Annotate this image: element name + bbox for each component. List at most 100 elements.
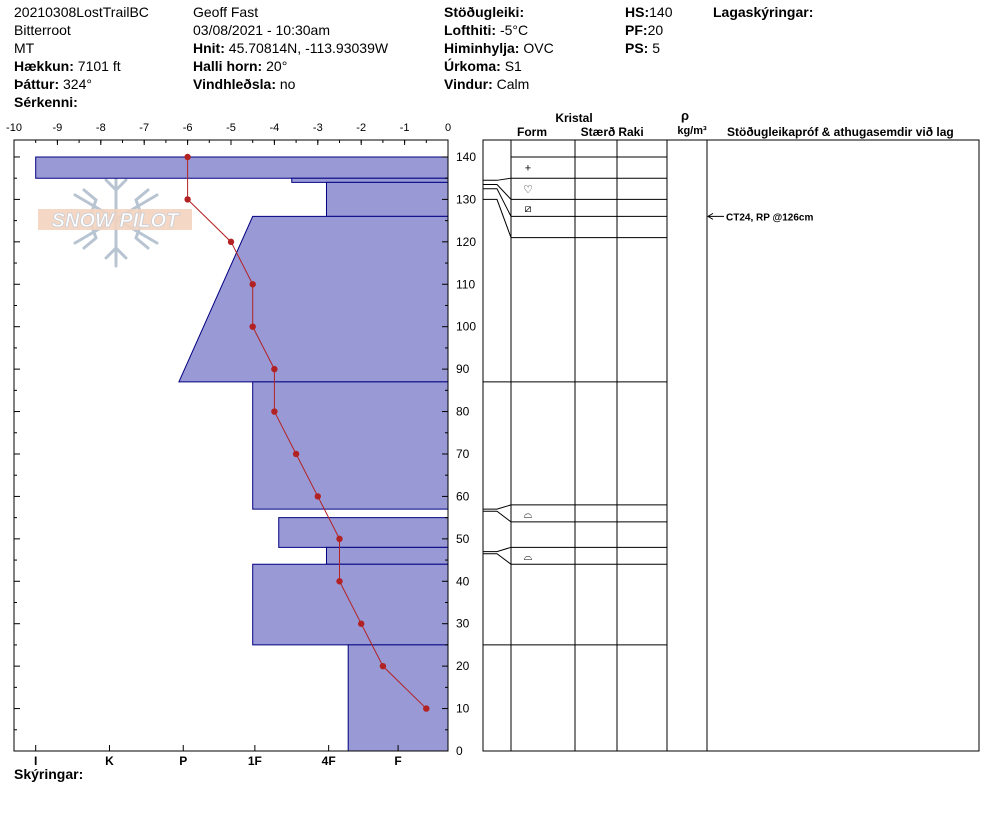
wind-loading: Vindhleðsla: no bbox=[193, 76, 296, 92]
height-tick-label: 120 bbox=[456, 235, 476, 249]
moisture-header: Raki bbox=[618, 125, 643, 139]
logo-text: SNOW PILOT bbox=[52, 210, 180, 232]
size-header: Stærð bbox=[581, 125, 616, 139]
height-tick-label: 40 bbox=[456, 574, 470, 588]
height-tick-label: 100 bbox=[456, 320, 476, 334]
temp-point bbox=[423, 705, 430, 712]
temp-tick-label: -8 bbox=[96, 122, 106, 134]
height-tick-label: 90 bbox=[456, 362, 470, 376]
layer-connector bbox=[483, 546, 512, 553]
melt-forms-icon: ⌓ bbox=[524, 508, 533, 520]
hardness-layer-1 bbox=[291, 177, 449, 183]
stability: Stöðugleiki: bbox=[444, 4, 525, 20]
hardness-tick-label: 4F bbox=[322, 754, 336, 768]
temp-point bbox=[227, 238, 235, 246]
temp-point bbox=[314, 493, 321, 500]
hardness-layer-8 bbox=[347, 644, 449, 752]
layer-boundaries bbox=[483, 156, 667, 646]
stability-test: CT24, RP @126cm bbox=[707, 212, 813, 223]
temp-tick-label: 0 bbox=[445, 122, 451, 134]
height-tick-label: 70 bbox=[456, 447, 470, 461]
rho-symbol: ρ bbox=[681, 108, 689, 123]
table-frame bbox=[482, 139, 980, 752]
state: MT bbox=[14, 40, 35, 56]
test-result: CT24, RP @126cm bbox=[726, 212, 813, 223]
layer-connector bbox=[483, 504, 512, 510]
faceted-crystals-icon: ⧄ bbox=[525, 203, 532, 215]
header-col3: Stöðugleiki: Lofthiti: -5°C Himinhylja: … bbox=[444, 3, 554, 93]
height-tick-label: 110 bbox=[456, 277, 475, 291]
height-tick-label: 60 bbox=[456, 489, 470, 503]
elevation: Hækkun: 7101 ft bbox=[14, 58, 121, 74]
grain-forms: + ♡ ⧄ ⌓ ⌓ bbox=[523, 163, 533, 563]
snowpilot-logo: SNOW PILOT bbox=[38, 170, 192, 268]
temp-point bbox=[358, 620, 365, 627]
range: Bitterroot bbox=[14, 22, 71, 38]
temp-tick-label: -3 bbox=[313, 122, 323, 134]
slope-angle: Halli horn: 20° bbox=[193, 58, 288, 74]
height-tick-label: 20 bbox=[456, 659, 470, 673]
hardness-layers bbox=[35, 156, 449, 752]
density-unit: kg/m³ bbox=[677, 125, 707, 137]
hardness-layer-5 bbox=[278, 517, 449, 548]
layer-connector bbox=[483, 177, 512, 181]
header-col2: Geoff Fast 03/08/2021 - 10:30am Hnit: 45… bbox=[193, 3, 388, 93]
hs: HS:140 bbox=[625, 4, 673, 20]
hardness-layer-4 bbox=[252, 381, 449, 510]
temp-tick-label: -6 bbox=[183, 122, 193, 134]
height-tick-label: 10 bbox=[456, 702, 470, 716]
temp-line bbox=[187, 156, 427, 709]
layer-legend-title: Lagaskýringar: bbox=[713, 4, 814, 20]
height-tick-label: 0 bbox=[456, 744, 463, 758]
axes: -10 -9 -8 -7 -6 -5 -4 -3 -2 -1 0010203040506070809… bbox=[6, 122, 476, 768]
coordinates: Hnit: 45.70814N, -113.93039W bbox=[193, 40, 389, 56]
layer-connector bbox=[483, 510, 512, 523]
precipitation: Úrkoma: S1 bbox=[444, 58, 522, 74]
temp-point bbox=[379, 662, 387, 670]
arrowhead-icon bbox=[707, 212, 714, 220]
datetime: 03/08/2021 - 10:30am bbox=[193, 22, 330, 38]
decomposing-fragments-icon: ♡ bbox=[523, 184, 533, 196]
temp-tick-label: -10 bbox=[6, 122, 22, 134]
aspect: Þáttur: 324° bbox=[14, 76, 92, 92]
melt-forms-icon: ⌓ bbox=[524, 551, 533, 563]
temp-point bbox=[184, 153, 191, 161]
site-id: 20210308LostTrailBC bbox=[14, 4, 149, 20]
layer-connector bbox=[483, 184, 512, 200]
tests-header: Stöðugleikapróf & athugasemdir við lag bbox=[727, 125, 954, 139]
temp-point bbox=[336, 578, 343, 585]
temp-tick-label: -2 bbox=[356, 122, 366, 134]
observer: Geoff Fast bbox=[193, 4, 259, 20]
sky-cover: Himinhylja: OVC bbox=[444, 40, 554, 56]
layer-connector bbox=[483, 188, 512, 217]
layer-connector bbox=[483, 198, 512, 238]
layer-connector bbox=[483, 553, 512, 565]
hardness-tick-label: F bbox=[394, 754, 401, 768]
air-temp: Lofthiti: -5°C bbox=[444, 22, 529, 38]
height-tick-label: 30 bbox=[456, 617, 470, 631]
height-tick-label: 50 bbox=[456, 532, 470, 546]
temp-point bbox=[184, 196, 191, 203]
hardness-layer-2 bbox=[325, 181, 449, 217]
hardness-tick-label: K bbox=[105, 754, 114, 768]
wind: Vindur: Calm bbox=[444, 76, 530, 92]
logo-banner bbox=[38, 209, 192, 230]
temp-point bbox=[336, 535, 343, 543]
temp-point bbox=[271, 365, 278, 373]
temperature-profile bbox=[184, 153, 430, 712]
ps: PS: 5 bbox=[625, 40, 661, 56]
header-col1: 20210308LostTrailBC Bitterroot MT Hækkun… bbox=[14, 3, 149, 111]
precipitation-particles-icon: + bbox=[525, 163, 531, 175]
hardness-layer-7 bbox=[252, 563, 449, 646]
crystal-header: Kristal bbox=[555, 111, 592, 125]
temp-tick-label: -7 bbox=[139, 122, 149, 134]
pf: PF:20 bbox=[625, 22, 664, 38]
features: Sérkenni: bbox=[14, 94, 78, 110]
form-header: Form bbox=[517, 125, 547, 139]
temp-tick-label: -5 bbox=[226, 122, 236, 134]
height-tick-label: 130 bbox=[456, 192, 476, 206]
hardness-tick-label: P bbox=[179, 754, 187, 768]
hardness-layer-6 bbox=[325, 546, 449, 565]
height-tick-label: 80 bbox=[456, 405, 470, 419]
